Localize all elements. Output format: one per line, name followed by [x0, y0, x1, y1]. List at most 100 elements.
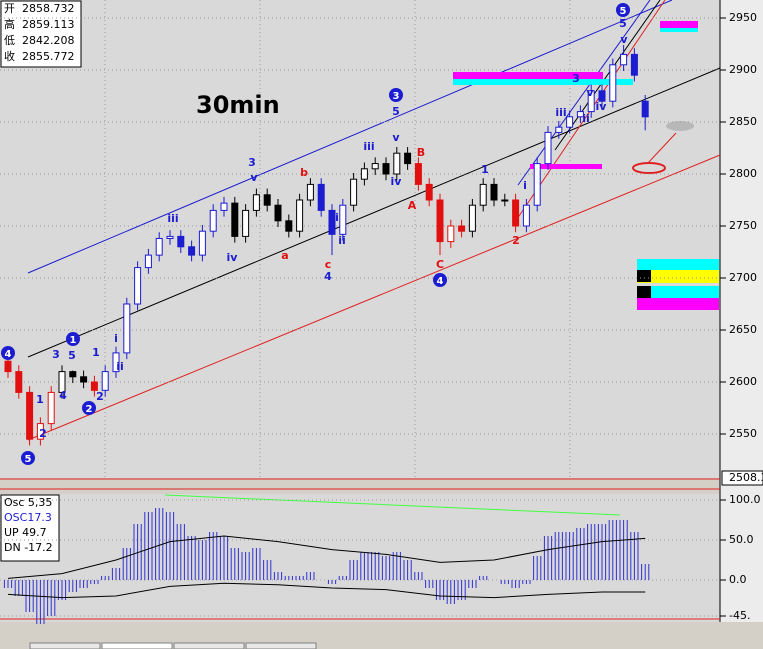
wave-label: v	[392, 131, 400, 144]
zone	[637, 270, 719, 283]
candle-body	[425, 183, 433, 201]
candle-body	[468, 204, 476, 232]
wave-label: 3	[393, 91, 400, 102]
candle-body	[134, 267, 142, 305]
candle-body	[15, 371, 23, 393]
zone	[660, 21, 698, 28]
osc-legend: DN -17.2	[4, 541, 53, 554]
wave-label: i	[335, 211, 339, 224]
zone	[660, 28, 698, 32]
tab[interactable]	[101, 642, 173, 649]
wave-marker	[21, 451, 35, 465]
wave-label: iv	[391, 175, 403, 188]
candle-body	[252, 194, 260, 211]
trend-line	[27, 0, 673, 274]
candle-body	[458, 225, 466, 232]
y-tick-label: 2950	[729, 11, 757, 24]
candle-body	[144, 254, 152, 269]
info-value: 2855.772	[22, 50, 75, 63]
wave-label: 2	[512, 234, 520, 247]
wave-label: a	[281, 249, 288, 262]
wave-label: i	[523, 179, 527, 192]
osc-legend: OSC17.3	[4, 511, 52, 524]
tab[interactable]	[245, 642, 317, 649]
tab[interactable]	[173, 642, 245, 649]
candle-body	[155, 237, 163, 256]
candle-body	[382, 163, 390, 175]
wave-label: 5	[619, 17, 627, 30]
y-tick-label: 100.0	[729, 493, 761, 506]
osc-line	[7, 582, 646, 599]
candle-body	[263, 194, 271, 206]
info-box	[0, 0, 82, 68]
wave-label: 4	[5, 349, 12, 360]
candle-body	[209, 209, 217, 232]
candle-body	[522, 204, 530, 227]
candle-body	[296, 199, 304, 232]
wave-label: 5	[25, 454, 32, 465]
candle-body	[36, 423, 44, 440]
candle-body	[4, 360, 12, 373]
y-tick-label: 2650	[729, 323, 757, 336]
candle-body	[576, 111, 584, 118]
wave-marker	[66, 332, 80, 346]
y-tick-label: 2550	[729, 427, 757, 440]
candle-body	[285, 220, 293, 232]
candle-body	[47, 391, 55, 425]
wave-marker	[616, 3, 630, 17]
trend-line	[517, 0, 651, 186]
wave-label: 1	[70, 335, 77, 346]
tab[interactable]	[29, 642, 101, 649]
chart-title: 30min	[196, 91, 280, 119]
candle-body	[123, 303, 131, 354]
candle-body	[533, 163, 541, 206]
wave-label: 2	[86, 404, 93, 415]
candle-body	[598, 90, 606, 102]
wave-label: ii	[116, 360, 124, 373]
y-tick-label: 2850	[729, 115, 757, 128]
info-label: 开	[4, 2, 15, 15]
axis-area	[720, 0, 763, 622]
candle-body	[404, 152, 412, 165]
trend-line	[27, 67, 721, 358]
osc-legend-box	[0, 494, 60, 562]
y-tick-label: 2750	[729, 219, 757, 232]
candle-body	[80, 376, 88, 383]
target-ellipse	[666, 121, 694, 131]
candle-body	[447, 225, 455, 243]
info-value: 2859.113	[22, 18, 75, 31]
candle-body	[360, 168, 368, 180]
candle-body	[630, 53, 638, 76]
candle-body	[112, 352, 120, 373]
wave-marker	[82, 401, 96, 415]
candle-body	[641, 100, 649, 118]
wave-label: 2	[39, 427, 47, 440]
candle-body	[350, 178, 358, 206]
candle-body	[274, 204, 282, 222]
wave-label: 5	[392, 105, 400, 118]
candle-body	[166, 235, 174, 239]
wave-label: ii	[338, 234, 346, 247]
osc-legend: UP 49.7	[4, 526, 47, 539]
wave-label: 3	[572, 72, 580, 85]
wave-label: B	[417, 146, 425, 159]
wave-label: 1	[481, 163, 489, 176]
wave-label: A	[408, 199, 417, 212]
divergence-line	[164, 494, 621, 516]
y-tick-label: 2600	[729, 375, 757, 388]
wave-label: 1	[36, 393, 44, 406]
trend-line	[27, 154, 721, 441]
wave-marker	[1, 346, 15, 360]
candle-body	[414, 163, 422, 185]
wave-label: 4	[437, 276, 444, 287]
candle-body	[609, 64, 617, 102]
wave-label: v	[620, 33, 628, 46]
candle-body	[317, 183, 325, 211]
y-tick-label: 50.0	[729, 533, 754, 546]
candle-body	[339, 204, 347, 235]
wave-label: 3	[52, 348, 60, 361]
y-tick-label: 0.0	[729, 573, 747, 586]
candle-body	[490, 183, 498, 201]
candle-body	[566, 116, 574, 128]
osc-legend: Osc 5,35	[4, 496, 52, 509]
